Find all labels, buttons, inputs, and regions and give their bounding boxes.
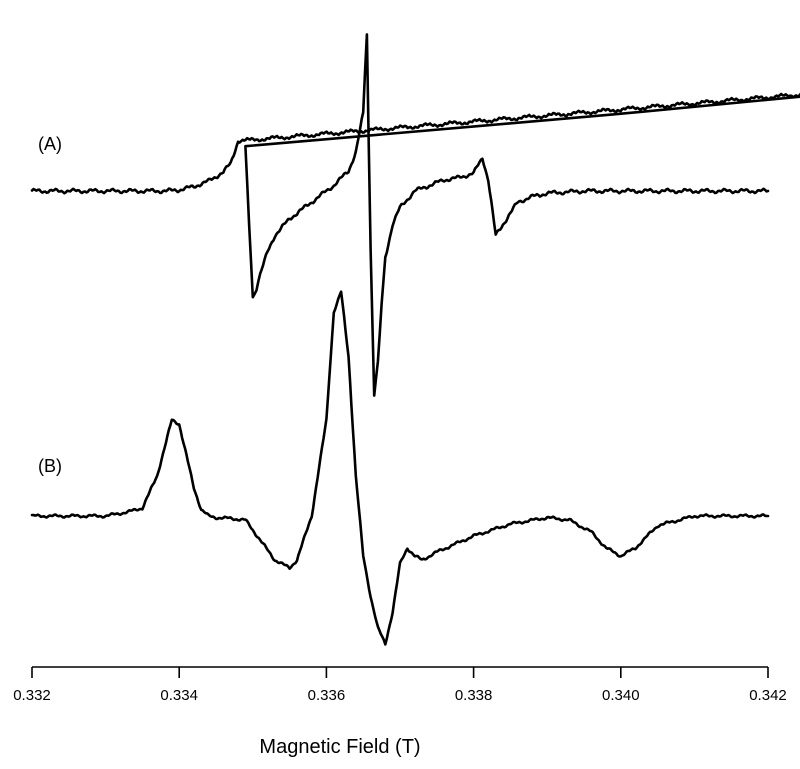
- x-axis: 0.332 0.334 0.336 0.338 0.340 0.342: [13, 666, 787, 704]
- x-tick-label-1: 0.334: [160, 687, 198, 704]
- x-tick-label-0: 0.332: [13, 687, 51, 704]
- x-tick-label-3: 0.338: [455, 687, 493, 704]
- series-label-a: (A): [38, 134, 62, 154]
- x-tick-label-4: 0.340: [602, 687, 640, 704]
- x-tick-label-2: 0.336: [308, 687, 346, 704]
- x-tick-label-5: 0.342: [749, 687, 787, 704]
- x-axis-title: Magnetic Field (T): [259, 736, 420, 758]
- series-label-b: (B): [38, 456, 62, 476]
- trace-b: [30, 290, 770, 646]
- trace-a: [30, 33, 800, 397]
